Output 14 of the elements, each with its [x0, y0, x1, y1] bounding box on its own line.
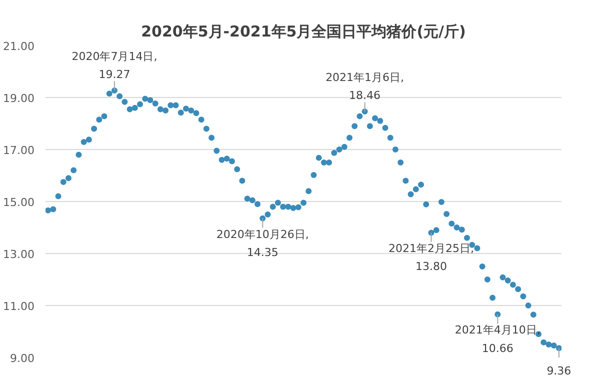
y-tick-label: 15.00 — [3, 196, 35, 209]
y-tick-label: 11.00 — [3, 300, 35, 313]
y-tick-label: 17.00 — [3, 144, 35, 157]
annotation: 2021年2月25日, 13.80 — [388, 242, 474, 274]
annotation: 2020年7月14日, 19.27 — [72, 50, 158, 82]
annotation: 9.36 — [546, 364, 572, 378]
chart-title: 2020年5月-2021年5月全国日平均猪价(元/斤) — [141, 22, 466, 40]
y-tick-label: 21.00 — [3, 40, 35, 53]
y-tick-label: 9.00 — [10, 352, 35, 365]
y-tick-label: 19.00 — [3, 92, 35, 105]
annotation: 2021年4月10日, 10.66 — [454, 324, 540, 355]
annotation: 2021年1月6日, 18.46 — [326, 70, 404, 102]
annotation: 2020年10月26日, 14.35 — [216, 228, 309, 259]
y-tick-label: 13.00 — [3, 248, 35, 261]
